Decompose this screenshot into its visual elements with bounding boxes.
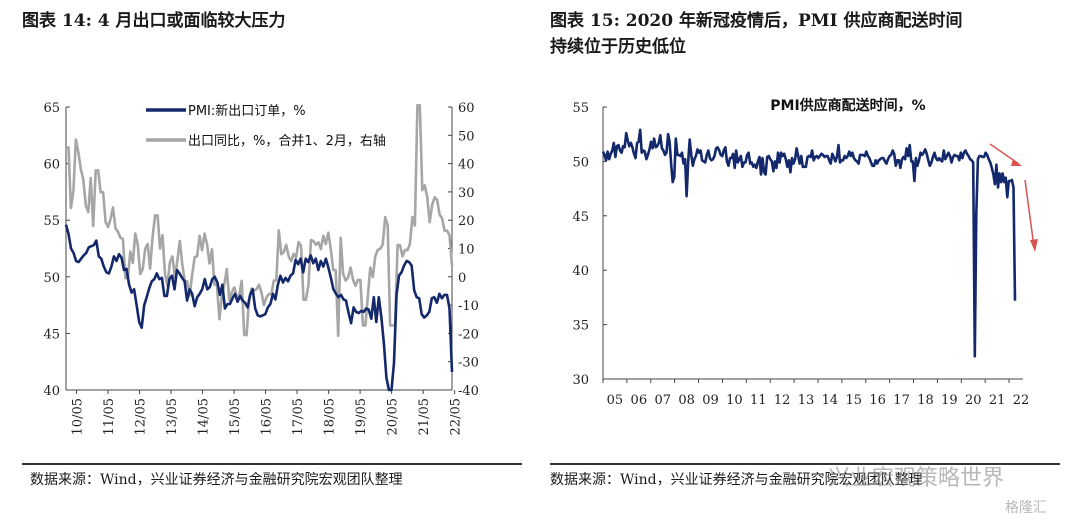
y-tick-label-right: -10 xyxy=(458,299,479,314)
y-tick-label: 30 xyxy=(572,373,589,388)
y-tick-label: 55 xyxy=(572,101,589,116)
red-arrowhead-2 xyxy=(1030,239,1038,252)
y-tick-label-right: -30 xyxy=(458,356,479,371)
series-line-supplier-delivery-time xyxy=(601,128,1017,358)
right-source-note: 数据来源：Wind，兴业证券经济与金融研究院宏观团队整理 xyxy=(550,472,923,488)
y-tick-label-right: 30 xyxy=(458,186,475,201)
legend-label-export-yoy: 出口同比，%，合并1、2月，右轴 xyxy=(188,134,386,149)
chart-legend: PMI:新出口订单，% 出口同比，%，合并1、2月，右轴 xyxy=(146,103,386,149)
x-tick-label: 12 xyxy=(774,393,791,408)
right-source-divider xyxy=(550,463,1060,465)
x-tick-label: 13 xyxy=(798,393,815,408)
x-tick-label: 11 xyxy=(750,393,767,408)
y-tick-label: 35 xyxy=(572,319,589,334)
x-tick-label: 10 xyxy=(726,393,743,408)
left-source-divider xyxy=(22,463,522,465)
x-tick-label: 14 xyxy=(822,393,839,408)
x-tick-label: 18 xyxy=(917,393,934,408)
x-tick-label: 13/05 xyxy=(165,398,180,435)
x-tick-label: 11/05 xyxy=(102,398,117,435)
y-tick-label-right: 0 xyxy=(458,271,466,286)
y-tick-label-left: 65 xyxy=(43,101,60,116)
x-tick-label: 22/05 xyxy=(449,398,464,435)
y-tick-label-left: 40 xyxy=(43,384,60,399)
y-tick-label: 50 xyxy=(572,155,589,170)
y-tick-label-right: 10 xyxy=(458,243,475,258)
y-tick-label-right: -20 xyxy=(458,327,479,342)
x-tick-label: 12/05 xyxy=(134,398,149,435)
y-tick-label-right: 20 xyxy=(458,214,475,229)
y-tick-label-left: 60 xyxy=(43,158,60,173)
figure-15-title-line-1: 图表 15: 2020 年新冠疫情后，PMI 供应商配送时间 xyxy=(550,11,963,31)
x-tick-label: 06 xyxy=(631,393,648,408)
y-tick-label-right: 60 xyxy=(458,101,475,116)
x-tick-label: 16 xyxy=(869,393,886,408)
red-arrowhead-1 xyxy=(1011,159,1022,166)
x-tick-label: 14/05 xyxy=(197,398,212,435)
y-tick-label-left: 45 xyxy=(43,327,60,342)
figure-14-title: 图表 14: 4 月出口或面临较大压力 xyxy=(22,11,286,31)
y-tick-label: 45 xyxy=(572,210,589,225)
series-line-export-yoy xyxy=(66,104,454,338)
x-tick-label: 18/05 xyxy=(323,398,338,435)
x-tick-label: 20 xyxy=(965,393,982,408)
watermark-wechat: 兴业宏观策略世界 xyxy=(828,466,1005,491)
x-tick-label: 05 xyxy=(607,393,624,408)
x-tick-label: 19 xyxy=(941,393,958,408)
figure-15-title: 图表 15: 2020 年新冠疫情后，PMI 供应商配送时间 持续位于历史低位 xyxy=(550,8,1060,60)
chart-title: PMI供应商配送时间，% xyxy=(770,97,925,114)
y-tick-label-left: 50 xyxy=(43,271,60,286)
x-tick-label: 09 xyxy=(702,393,719,408)
x-tick-label: 20/05 xyxy=(386,398,401,435)
y-tick-label-right: 50 xyxy=(458,129,475,144)
watermark-gelonghui: 格隆汇 xyxy=(1005,500,1047,516)
series-line-pmi-new-export-orders xyxy=(64,224,454,392)
x-tick-label: 08 xyxy=(678,393,695,408)
figure-15-title-line-2: 持续位于历史低位 xyxy=(550,37,686,57)
x-tick-label: 19/05 xyxy=(354,398,369,435)
x-tick-label: 21 xyxy=(989,393,1006,408)
x-tick-label: 22 xyxy=(1013,393,1030,408)
legend-label-pmi-new-export-orders: PMI:新出口订单，% xyxy=(188,103,306,119)
left-source-note: 数据来源：Wind，兴业证券经济与金融研究院宏观团队整理 xyxy=(30,472,403,488)
x-tick-label: 10/05 xyxy=(71,398,86,435)
y-tick-label: 40 xyxy=(572,264,589,279)
supplier-delivery-time-chart: PMI供应商配送时间，% 55 50 45 40 35 30 05 06 07 08 09 10 11 1… xyxy=(572,97,1038,408)
y-tick-label-right: -40 xyxy=(458,384,479,399)
x-tick-label: 15/05 xyxy=(228,398,243,435)
y-tick-label-left: 55 xyxy=(43,214,60,229)
x-tick-label: 15 xyxy=(846,393,863,408)
red-arrow-down-2 xyxy=(1024,179,1035,248)
x-tick-label: 17 xyxy=(893,393,910,408)
x-tick-label: 21/05 xyxy=(417,398,432,435)
x-tick-label: 07 xyxy=(654,393,671,408)
export-pmi-chart: 65 60 55 50 45 40 60 50 40 30 20 10 0 -10 -20 -30 -40 10/… xyxy=(43,101,479,435)
y-tick-label-right: 40 xyxy=(458,158,475,173)
x-tick-label: 17/05 xyxy=(291,398,306,435)
x-tick-label: 16/05 xyxy=(260,398,275,435)
